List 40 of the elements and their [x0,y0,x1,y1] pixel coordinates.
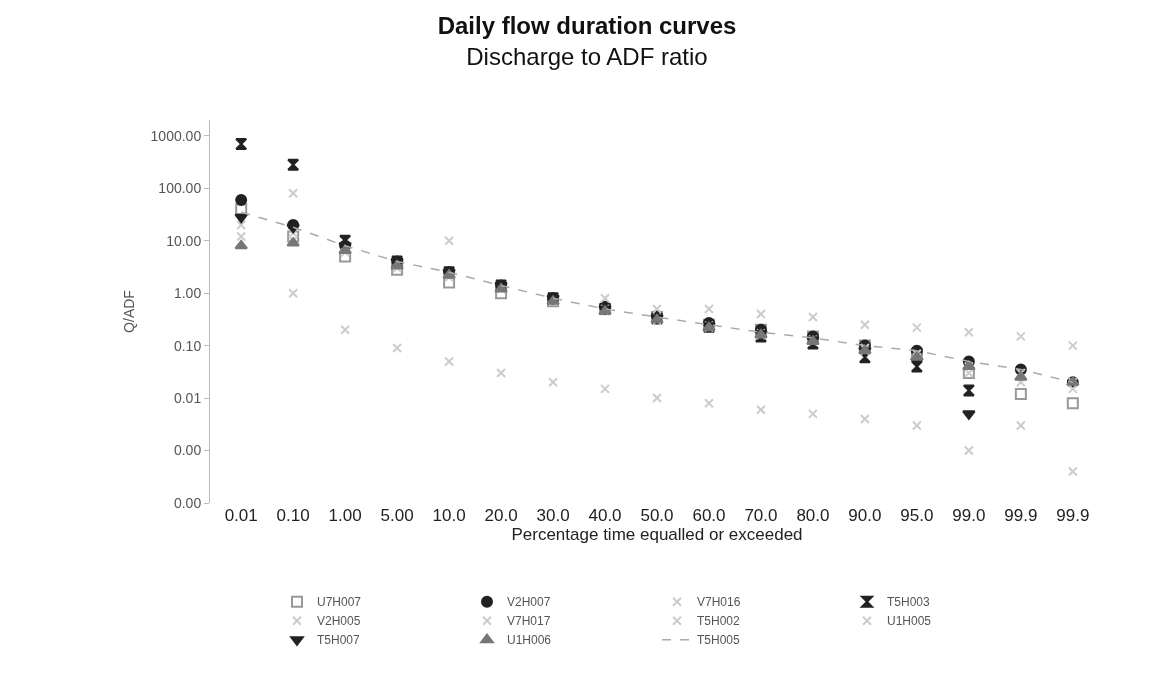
y-axis-title: Q/ADF [121,290,138,333]
y-tick-label: 10.00 [166,232,202,249]
chart-title: Daily flow duration curves [437,11,737,39]
x-tick-label: 70.0 [744,506,778,525]
x-tick-label: 80.0 [796,506,830,525]
y-tick-label: 0.00 [173,494,202,511]
x-tick-label: 30.0 [536,506,570,525]
x-tick-label: 0.01 [224,506,258,525]
legend-label: U7H007 [317,595,362,610]
x-tick-label: 50.0 [640,506,674,525]
chart-subtitle: Discharge to ADF ratio [466,43,708,71]
legend-label: T5H005 [697,633,741,648]
legend-label: U1H006 [507,633,552,648]
y-tick-label: 1000.00 [150,127,202,144]
y-tick-label: 100.00 [158,180,202,197]
legend-label: T5H003 [887,595,931,610]
x-tick-label: 99.9 [1056,506,1090,525]
y-tick-label: 0.00 [173,442,202,459]
legend-label: T5H002 [697,614,741,629]
legend-label: T5H007 [317,633,361,648]
y-tick-label: 0.01 [173,389,202,406]
legend-label: U1H005 [887,614,932,629]
x-tick-label: 60.0 [692,506,726,525]
x-tick-label: 20.0 [484,506,518,525]
x-tick-label: 1.00 [328,506,362,525]
legend-label: V2H005 [317,614,361,629]
x-tick-label: 99.9 [1004,506,1038,525]
x-tick-label: 10.0 [432,506,466,525]
x-tick-label: 5.00 [380,506,414,525]
x-tick-label: 95.0 [900,506,934,525]
legend-label: V7H016 [697,595,741,610]
legend-label: V7H017 [507,614,551,629]
x-tick-label: 90.0 [848,506,882,525]
x-tick-label: 0.10 [276,506,310,525]
y-tick-label: 0.10 [173,337,202,354]
x-axis-title: Percentage time equalled or exceeded [511,525,803,545]
x-tick-label: 40.0 [588,506,622,525]
y-tick-label: 1.00 [173,285,202,302]
x-tick-label: 99.0 [952,506,986,525]
legend-label: V2H007 [507,595,551,610]
